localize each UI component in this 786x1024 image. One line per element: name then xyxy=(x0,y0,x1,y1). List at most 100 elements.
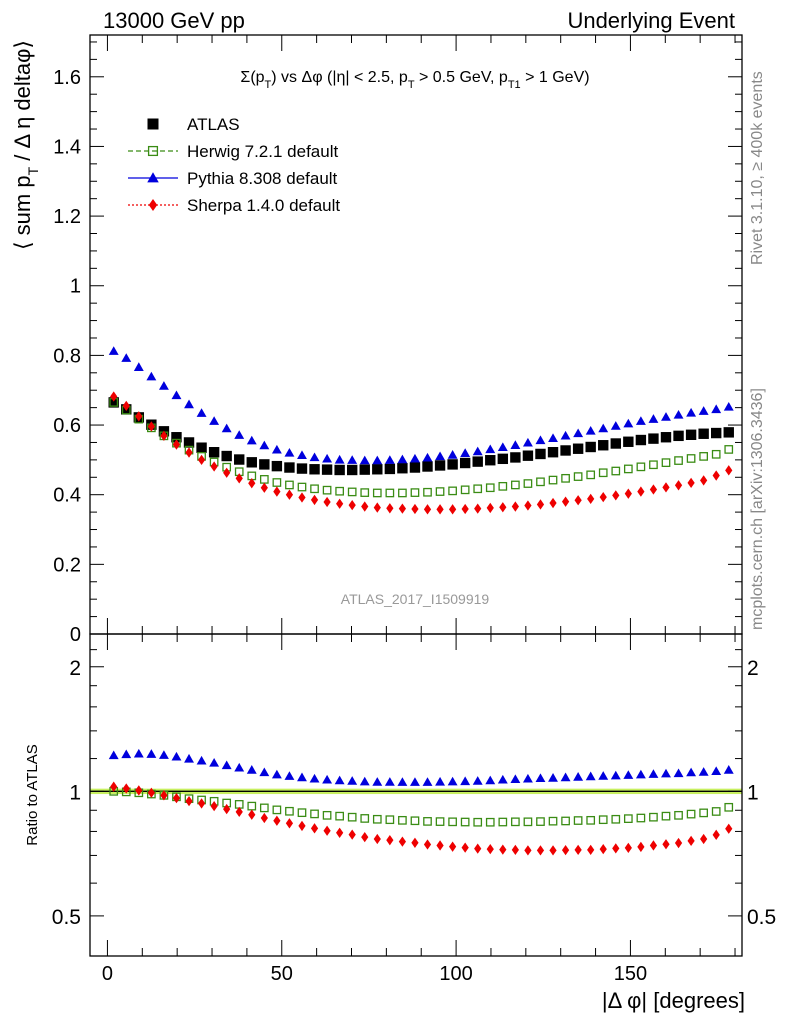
ratio-point-sherpa xyxy=(160,790,168,801)
ratio-point-herwig xyxy=(372,814,382,824)
ratio-point-herwig xyxy=(259,803,269,813)
data-point-atlas xyxy=(359,464,370,475)
process-label: Underlying Event xyxy=(567,8,735,33)
ratio-point-sherpa xyxy=(197,798,206,809)
data-point-herwig xyxy=(335,486,344,496)
data-point-herwig xyxy=(460,485,470,495)
data-point-atlas xyxy=(610,438,621,449)
data-point-atlas xyxy=(196,442,207,453)
data-point-herwig xyxy=(636,462,646,472)
ratio-y-tick-label: 1 xyxy=(69,781,81,804)
data-point-sherpa xyxy=(499,502,507,513)
data-point-sherpa xyxy=(700,475,708,486)
ratio-point-herwig xyxy=(711,807,721,816)
data-point-pythia xyxy=(309,452,320,462)
data-point-sherpa xyxy=(725,465,733,476)
data-point-sherpa xyxy=(674,480,683,491)
legend: ATLAS Herwig 7.2.1 default Pythia 8.308 de… xyxy=(128,115,340,215)
ratio-point-pythia xyxy=(573,772,584,781)
data-point-herwig xyxy=(272,478,282,487)
ratio-point-sherpa xyxy=(336,827,344,838)
data-point-pythia xyxy=(535,435,546,445)
ratio-point-sherpa xyxy=(436,840,444,851)
data-point-sherpa xyxy=(574,495,582,506)
data-point-pythia xyxy=(598,423,609,433)
data-point-sherpa xyxy=(323,496,331,508)
data-point-herwig xyxy=(347,487,357,497)
ratio-point-herwig xyxy=(310,809,319,819)
ratio-point-sherpa xyxy=(423,839,432,850)
ratio-point-pythia xyxy=(221,760,232,770)
ratio-point-pythia xyxy=(410,777,420,786)
ratio-point-sherpa xyxy=(461,842,469,853)
data-point-pythia xyxy=(297,450,307,460)
data-point-sherpa xyxy=(587,493,595,505)
ratio-point-herwig xyxy=(335,811,344,821)
data-point-herwig xyxy=(398,488,407,498)
ratio-point-pythia xyxy=(133,748,144,758)
data-point-sherpa xyxy=(536,499,545,510)
data-point-pythia xyxy=(497,442,508,452)
data-point-herwig xyxy=(498,481,508,491)
data-point-atlas xyxy=(472,456,483,467)
data-point-sherpa xyxy=(423,504,432,515)
data-point-herwig xyxy=(561,473,570,483)
ratio-point-pythia xyxy=(610,770,621,780)
ratio-point-sherpa xyxy=(624,842,632,854)
data-point-herwig xyxy=(674,456,683,465)
ratio-point-sherpa xyxy=(687,835,695,847)
ratio-point-sherpa xyxy=(712,829,720,840)
data-point-herwig xyxy=(310,484,319,494)
legend-entry-atlas: ATLAS xyxy=(147,115,240,134)
ratio-point-herwig xyxy=(724,802,734,812)
ratio-point-sherpa xyxy=(700,833,708,845)
data-point-atlas xyxy=(171,432,182,443)
data-point-atlas xyxy=(522,450,534,461)
data-point-atlas xyxy=(710,427,722,439)
data-point-sherpa xyxy=(147,421,155,432)
data-point-herwig xyxy=(523,479,533,488)
ratio-point-herwig xyxy=(385,815,395,825)
data-point-atlas xyxy=(221,450,232,462)
ratio-point-pythia xyxy=(284,771,295,780)
ratio-point-pythia xyxy=(108,750,119,760)
ratio-point-pythia xyxy=(196,755,207,765)
y-tick-label: 1.6 xyxy=(53,67,81,89)
data-point-atlas xyxy=(409,462,421,473)
data-point-pythia xyxy=(472,446,483,456)
data-point-sherpa xyxy=(411,503,419,515)
data-point-sherpa xyxy=(298,492,306,503)
ratio-point-pythia xyxy=(472,776,483,785)
ratio-point-pythia xyxy=(560,772,571,782)
data-point-sherpa xyxy=(285,489,294,500)
legend-label-herwig: Herwig 7.2.1 default xyxy=(187,142,338,161)
ratio-point-sherpa xyxy=(637,841,645,853)
ratio-point-sherpa xyxy=(499,844,507,855)
ratio-point-sherpa xyxy=(662,839,670,850)
data-point-herwig xyxy=(623,464,633,474)
legend-marker-atlas xyxy=(147,118,159,130)
ratio-point-herwig xyxy=(423,817,432,826)
mcplots-label: mcplots.cern.ch [arXiv:1306.3436] xyxy=(749,388,766,630)
data-point-pythia xyxy=(686,407,697,417)
ratio-point-sherpa xyxy=(348,829,356,840)
ratio-point-herwig xyxy=(410,816,420,826)
data-point-pythia xyxy=(284,447,295,457)
ratio-point-pythia xyxy=(447,776,458,786)
data-point-atlas xyxy=(372,464,383,475)
data-point-sherpa xyxy=(185,447,193,458)
data-point-herwig xyxy=(259,475,269,484)
data-point-pythia xyxy=(698,406,709,415)
ratio-point-herwig xyxy=(247,801,257,811)
data-point-pythia xyxy=(184,399,194,409)
data-point-sherpa xyxy=(549,497,557,509)
data-point-sherpa xyxy=(662,482,670,493)
ratio-point-herwig xyxy=(548,816,558,826)
legend-label-pythia: Pythia 8.308 default xyxy=(187,169,338,188)
x-tick-label: 50 xyxy=(271,963,293,985)
data-point-pythia xyxy=(372,455,383,465)
ratio-point-sherpa xyxy=(273,815,281,826)
ratio-point-pythia xyxy=(259,767,270,777)
ratio-panel: 0.5 0.5 1 1 2 2 0 50 100 150 Ratio to ATLAS |Δ φ… xyxy=(24,633,776,1013)
ratio-point-pythia xyxy=(698,767,709,776)
